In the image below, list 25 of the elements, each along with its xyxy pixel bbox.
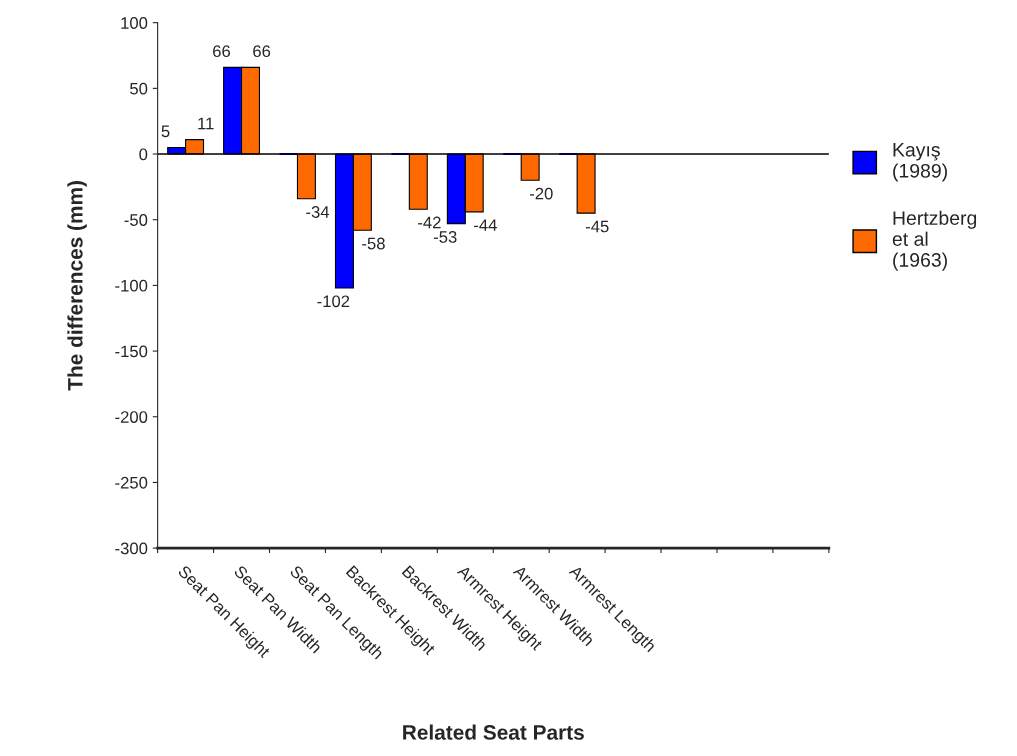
y-tick-label: 50 [130,82,148,95]
data-label: 66 [253,45,271,58]
data-label: -42 [418,216,441,229]
data-label: -20 [529,187,553,200]
data-label: -45 [585,220,609,233]
x-axis-title: Related Seat Parts [403,724,584,740]
legend-label: Hertzberg et al (1963) [892,210,977,271]
data-label: -34 [306,206,330,218]
data-label: 5 [161,125,170,138]
y-tick-label: 0 [139,148,148,161]
legend-label: Kayış (1989) [893,143,947,182]
data-label: 11 [198,117,214,130]
data-label: -58 [362,237,385,250]
y-tick-label: -100 [115,279,148,292]
data-label: -102 [317,295,350,308]
y-tick-label: -300 [115,542,148,555]
y-tick-label: -200 [115,411,148,423]
y-axis-title: The differences (mm) [67,181,87,391]
y-tick-label: -150 [115,345,148,358]
data-label: -44 [474,219,497,231]
y-tick-label: -50 [124,214,148,226]
data-label: 66 [213,45,231,58]
y-tick-label: -250 [115,476,148,489]
data-label: -53 [433,231,457,243]
y-tick-label: 100 [121,17,148,29]
